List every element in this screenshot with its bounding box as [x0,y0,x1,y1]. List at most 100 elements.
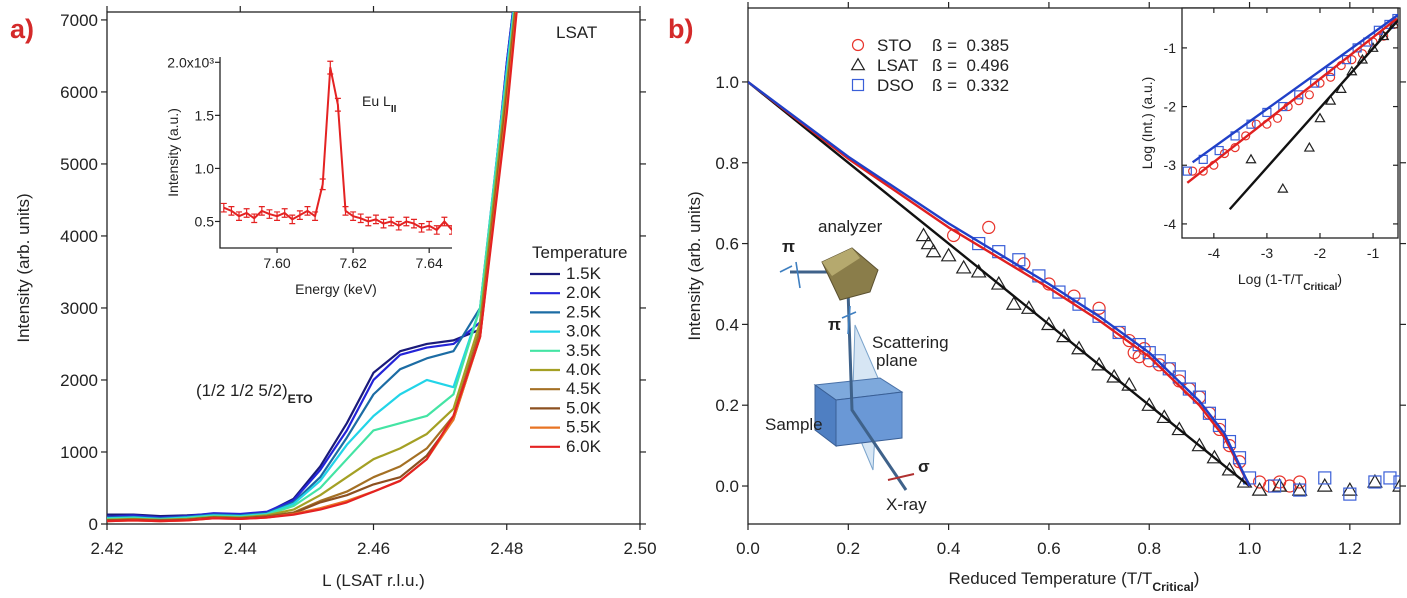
marker [1343,487,1357,501]
data-layer [1182,13,1398,211]
error-bar [357,213,364,224]
plot: 0.0 0.2 0.4 0.6 0.8 1.0 1.2 0.0 0.2 0.4 0.6 0.8 1.0 R… [685,2,1406,594]
y-tick-label: 0 [89,515,98,534]
marker [1171,421,1188,436]
marker [1318,471,1332,485]
marker [1141,397,1158,411]
legend-label: 5.0K [566,398,602,417]
marker [1219,148,1230,159]
error-bar [228,206,235,216]
legend-label: 3.5K [566,341,602,360]
marker [1056,328,1072,343]
x-tick-label: 7.64 [416,255,443,271]
y-tick-label: 7000 [60,11,98,30]
error-bar [441,216,448,227]
y-tick-label: 0.2 [715,396,739,415]
series-line [107,12,515,520]
marker [1294,90,1304,100]
marker [1192,390,1206,404]
error-bar [426,220,433,231]
legend-label: STO [877,36,912,55]
marker [851,78,865,92]
y-tick-label: 0.0 [715,477,739,496]
y-axis-title: Intensity (arb. units) [14,193,33,342]
marker [1357,49,1368,59]
marker [1112,325,1126,340]
marker [915,227,932,242]
x-axis-title-part: ) [1337,271,1342,287]
x-tick-label: -3 [1261,245,1274,261]
annotation: LSAT [556,23,597,42]
legend-label: 5.5K [566,418,602,437]
marker [1278,101,1288,112]
legend-label: 2.5K [566,302,602,321]
x-tick-label: 7.62 [339,255,366,271]
y-tick-label: -3 [1164,157,1177,173]
y-tick-label: -1 [1164,40,1177,56]
marker [1245,153,1257,164]
marker [982,220,996,235]
error-bar [236,211,243,222]
marker [1341,481,1358,496]
error-bar [312,211,319,222]
marker [1071,340,1087,355]
marker [1198,166,1208,176]
annotation: Eu LII [362,93,397,115]
marker [1052,285,1066,299]
annotation-part: Eu L [362,93,391,109]
marker [1310,78,1320,88]
marker [1291,481,1308,496]
error-bar [304,206,311,216]
y-tick-label: 5000 [60,155,98,174]
legend-label: 4.5K [566,379,602,398]
marker [1347,55,1357,65]
marker [955,259,972,274]
marker [990,275,1007,290]
y-tick-label: 1.5 [195,107,215,123]
error-bar [433,225,440,235]
data-layer [220,60,452,235]
x-tick-label: 0.8 [1137,539,1161,558]
plot: 7.60 7.62 7.64 0.5 1.0 1.5 2.0x10³ Energy (keV)… [165,54,452,297]
y-axis-title: Intensity (a.u.) [165,108,181,197]
error-bar [274,211,281,222]
y-axis-title: Log (Int.) (a.u.) [1139,77,1155,170]
marker [1325,66,1336,76]
series-line [107,12,514,518]
marker [1304,90,1314,100]
marker [1303,141,1316,152]
y-tick-label: 2000 [60,371,98,390]
series-line [107,12,518,523]
fit-line [1191,13,1398,164]
marker [1293,483,1307,497]
y-tick-label: 1.0 [715,73,739,92]
sample-side [835,391,903,447]
x-tick-label: 2.50 [623,539,656,558]
legend-label: 2.0K [566,283,602,302]
diagram-label: plane [876,351,918,370]
marker [1393,475,1400,489]
series-line [107,12,517,522]
x-axis-title: Energy (keV) [295,281,377,297]
marker [1277,182,1289,193]
marker [1251,481,1268,496]
fit-line [1186,17,1398,184]
marker [1214,145,1224,156]
marker [1106,368,1123,383]
marker [1392,477,1400,492]
legend-beta: ß = 0.332 [932,76,1009,95]
analyzer-face [822,248,860,276]
legend-beta: ß = 0.496 [932,56,1009,75]
x-axis-title-part: Critical [1152,580,1193,594]
fit-line [748,80,1251,487]
series-line [107,12,516,521]
fit-line [1228,18,1398,211]
error-bar [372,214,379,225]
marker [1368,475,1382,489]
y-tick-label: 1.0 [195,160,215,176]
y-tick-label: 0.6 [715,235,739,254]
marker [1293,475,1307,489]
y-tick-label: 4000 [60,227,98,246]
